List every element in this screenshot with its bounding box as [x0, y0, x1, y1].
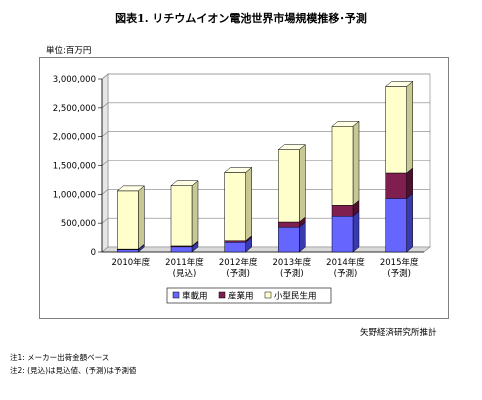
bar-side — [406, 192, 413, 253]
bar-segment — [170, 246, 193, 253]
chart-frame — [39, 57, 449, 319]
x-tick-sublabel: (見込) — [173, 268, 197, 279]
legend-swatch — [264, 291, 272, 299]
gridline — [101, 160, 430, 166]
gridline — [101, 189, 430, 195]
y-tick-label: 2,000,000 — [53, 133, 96, 143]
gridline — [101, 131, 430, 137]
bar-side — [352, 210, 360, 253]
bar-side — [299, 144, 306, 223]
bar-top — [116, 185, 146, 192]
bar-segment — [385, 86, 407, 174]
legend-label: 産業用 — [228, 291, 254, 302]
bar-side — [138, 185, 145, 250]
source-label: 矢野経済研究所推計 — [360, 328, 437, 338]
bar-top — [277, 144, 307, 150]
gridline — [101, 73, 430, 80]
note-1: 注1: メーカー出荷金額ベース — [10, 353, 110, 362]
bar-side — [245, 166, 252, 242]
x-tick-sublabel: (予測) — [387, 268, 411, 279]
bar-segment — [331, 205, 354, 217]
x-tick-label: 2010年度 — [112, 257, 151, 268]
bar-segment — [385, 172, 407, 199]
bar-top — [223, 167, 253, 173]
y-tick-label: 1,500,000 — [53, 162, 96, 172]
y-tick-label: 500,000 — [61, 219, 96, 229]
bar-top — [384, 81, 414, 87]
y-tick-label: 2,500,000 — [53, 104, 96, 114]
bar-segment — [117, 190, 139, 250]
bar-segment — [278, 226, 300, 253]
x-tick-label: 2014年度 — [326, 257, 365, 268]
bar-segment — [278, 149, 300, 223]
gridline — [101, 102, 430, 109]
plot-floor — [101, 246, 431, 253]
x-tick-label: 2015年度 — [380, 257, 419, 268]
x-tick-label: 2011年度 — [165, 257, 204, 268]
note-2: 注2: (見込)は見込値、(予測)は予測値 — [10, 366, 137, 375]
bar-segment — [224, 172, 246, 242]
legend-label: 小型民生用 — [274, 291, 317, 302]
bar-segment — [117, 249, 139, 253]
bar-segment — [278, 221, 300, 228]
bar-segment — [331, 126, 354, 206]
bar-top — [331, 121, 360, 127]
legend-box — [166, 287, 332, 304]
bar-segment — [170, 185, 193, 247]
y-tick-label: 3,000,000 — [53, 75, 96, 85]
bar-segment — [385, 198, 407, 253]
legend-swatch — [218, 291, 226, 299]
unit-label: 単位:百万円 — [46, 46, 92, 56]
y-tick-label: 1,000,000 — [53, 190, 96, 200]
legend-swatch — [172, 291, 180, 299]
bar-side — [191, 180, 199, 247]
bar-side — [406, 80, 413, 174]
x-tick-label: 2013年度 — [273, 257, 312, 268]
bar-segment — [331, 215, 354, 253]
x-tick-sublabel: (予測) — [226, 268, 250, 279]
legend-label: 車載用 — [182, 291, 208, 302]
bar-side — [352, 120, 360, 206]
gridline — [101, 217, 430, 224]
bar-segment — [224, 241, 246, 253]
chart-title: 図表1. リチウムイオン電池世界市場規模推移･予測 — [115, 12, 367, 25]
y-tick-label: 0 — [91, 248, 96, 258]
bar-top — [170, 180, 199, 186]
x-tick-sublabel: (予測) — [334, 268, 358, 279]
x-tick-label: 2012年度 — [219, 257, 258, 268]
x-tick-sublabel: (予測) — [280, 268, 304, 279]
